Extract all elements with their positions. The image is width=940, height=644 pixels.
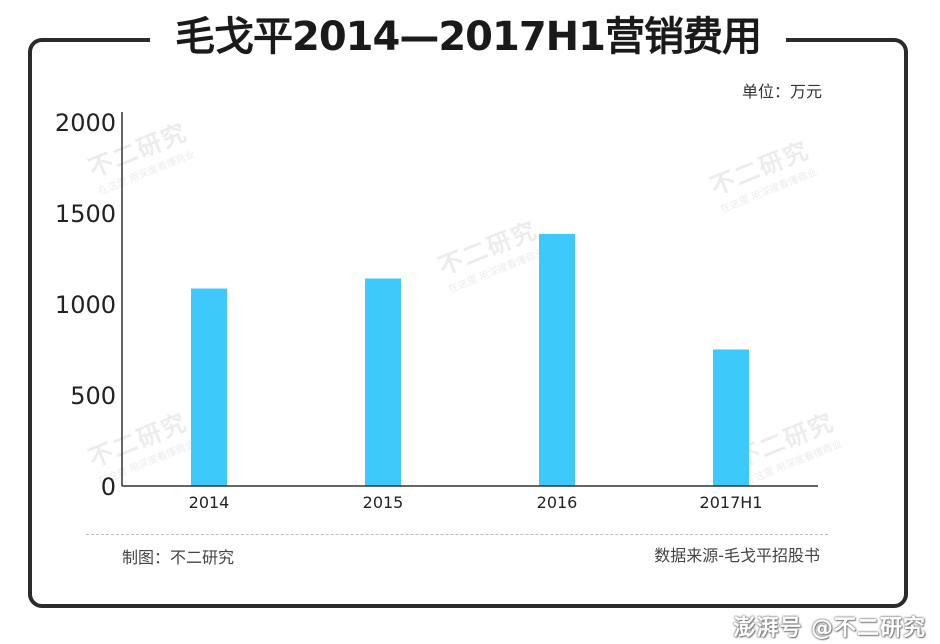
title-container: 毛戈平2014—2017H1营销费用 (150, 8, 786, 66)
unit-label: 单位：万元 (741, 82, 822, 101)
made-by-credit: 制图：不二研究 (122, 548, 235, 567)
y-tick-label: 500 (70, 382, 116, 410)
y-tick-label: 1000 (55, 291, 116, 319)
bar-2017H1 (713, 349, 749, 486)
y-tick-label: 2000 (55, 109, 116, 137)
x-tick-label: 2017H1 (700, 493, 763, 512)
bar-2016 (539, 233, 575, 486)
y-axis-ticks: 0 500 1000 1500 2000 (55, 109, 116, 501)
x-axis-ticks: 2014 2015 2016 2017H1 (189, 493, 763, 512)
bar-2015 (365, 278, 401, 486)
x-tick-label: 2015 (363, 493, 404, 512)
chart-title: 毛戈平2014—2017H1营销费用 (175, 14, 762, 60)
y-tick-label: 0 (101, 473, 116, 501)
x-tick-label: 2014 (189, 493, 230, 512)
x-tick-label: 2016 (537, 493, 578, 512)
footer-divider (86, 534, 828, 535)
data-source: 数据来源-毛戈平招股书 (654, 546, 820, 565)
bar-2014 (191, 288, 227, 486)
y-tick-label: 1500 (55, 200, 116, 228)
brand-watermark: 澎湃号 @不二研究 (733, 616, 926, 641)
bars (191, 233, 749, 486)
